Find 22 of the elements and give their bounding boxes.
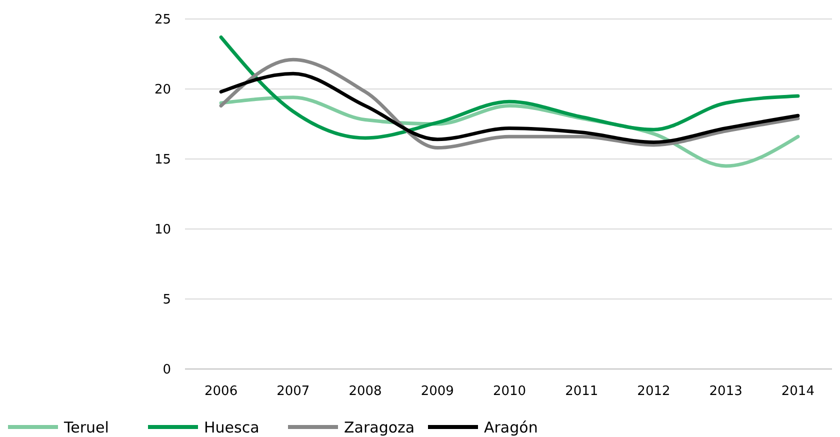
x-tick-label: 2011: [565, 384, 598, 399]
x-tick-label: 2006: [204, 384, 238, 399]
x-tick-label: 2009: [420, 384, 454, 399]
x-tick-label: 2008: [348, 384, 382, 399]
y-tick-label: 20: [154, 82, 171, 98]
y-tick-label: 25: [154, 12, 171, 28]
legend-label: Huesca: [204, 418, 260, 436]
line-series: [219, 35, 800, 140]
legend-label: Zaragoza: [344, 418, 415, 436]
x-tick-label: 2012: [637, 384, 670, 399]
x-tick-label: 2014: [781, 384, 814, 399]
x-tick-label: 2007: [276, 384, 310, 399]
line-series: [219, 58, 800, 150]
y-tick-label: 15: [154, 152, 171, 168]
y-tick-label: 10: [154, 222, 171, 238]
line-series: [219, 72, 800, 144]
x-tick-label: 2013: [709, 384, 742, 399]
y-tick-label: 5: [162, 292, 171, 308]
legend-label: Teruel: [63, 418, 109, 436]
y-tick-label: 0: [162, 362, 171, 378]
legend-label: Aragón: [484, 418, 538, 436]
x-tick-label: 2010: [492, 384, 526, 399]
